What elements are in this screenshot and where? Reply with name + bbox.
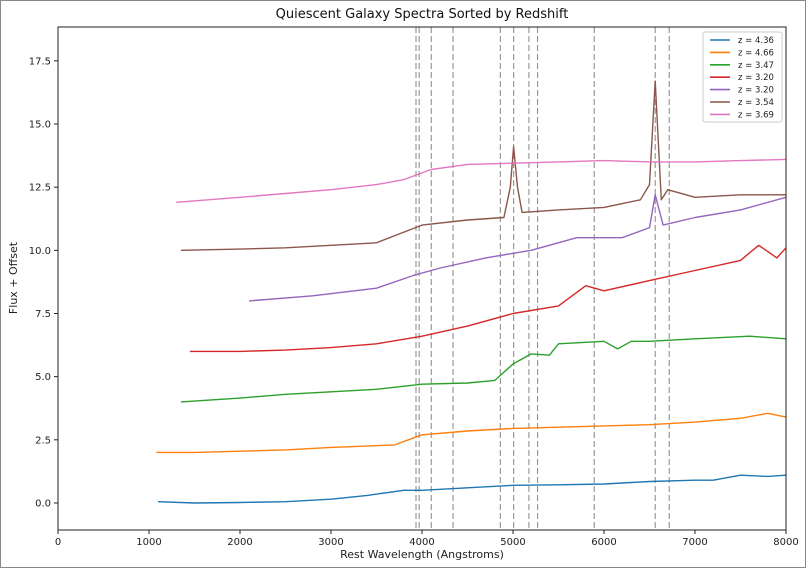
series-group — [156, 80, 787, 504]
x-axis-label: Rest Wavelength (Angstroms) — [340, 548, 504, 561]
x-tick-label: 5000 — [500, 537, 525, 548]
legend-entry: z = 3.69 — [738, 110, 774, 120]
x-axis: 0 1000 2000 3000 4000 5000 6000 7000 8000 — [55, 530, 799, 548]
legend: z = 4.36 z = 4.66 z = 3.47 z = 3.20 z = 3.20… — [702, 31, 783, 123]
chart-title: Quiescent Galaxy Spectra Sorted by Redsh… — [276, 7, 569, 22]
legend-entry: z = 3.54 — [738, 98, 774, 108]
x-tick-label: 8000 — [773, 537, 798, 548]
series-line-2 — [180, 335, 787, 403]
y-tick-label: 12.5 — [29, 183, 51, 194]
y-tick-label: 15.0 — [29, 120, 51, 131]
series-line-6 — [176, 158, 787, 203]
y-axis-label: Flux + Offset — [7, 241, 20, 314]
y-axis: 0.0 2.5 5.0 7.5 10.0 12.5 15.0 17.5 — [29, 56, 58, 509]
y-tick-label: 17.5 — [29, 56, 51, 67]
y-tick-label: 5.0 — [35, 372, 51, 383]
x-tick-label: 4000 — [409, 537, 434, 548]
series-line-4 — [249, 194, 787, 302]
y-tick-label: 0.0 — [35, 498, 51, 509]
legend-entry: z = 3.20 — [738, 73, 774, 83]
legend-entry: z = 3.47 — [738, 61, 774, 71]
y-tick-label: 7.5 — [35, 309, 51, 320]
y-tick-label: 2.5 — [35, 435, 51, 446]
x-tick-label: 2000 — [227, 537, 252, 548]
x-tick-label: 3000 — [318, 537, 343, 548]
legend-entry: z = 3.20 — [738, 86, 774, 96]
series-line-0 — [158, 474, 787, 504]
x-tick-label: 7000 — [682, 537, 707, 548]
series-line-1 — [156, 412, 787, 454]
x-tick-label: 6000 — [591, 537, 616, 548]
x-tick-label: 1000 — [136, 537, 161, 548]
y-tick-label: 10.0 — [29, 246, 51, 257]
legend-entry: z = 4.36 — [738, 36, 774, 46]
x-tick-label: 0 — [55, 537, 61, 548]
legend-entry: z = 4.66 — [738, 48, 774, 58]
series-line-5 — [180, 80, 786, 251]
legend-box — [702, 31, 783, 123]
reference-lines — [415, 27, 670, 530]
series-line-3 — [189, 244, 787, 353]
